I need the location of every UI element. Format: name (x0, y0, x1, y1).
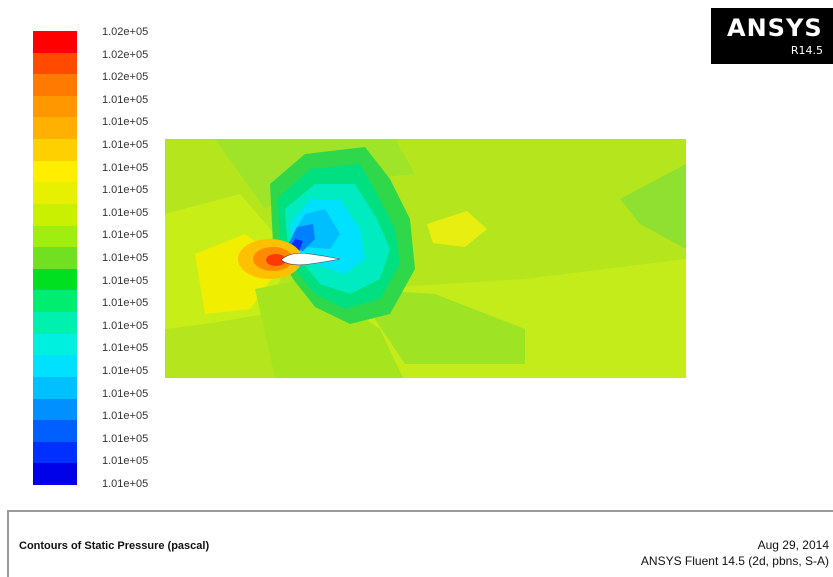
colorbar-swatch (33, 203, 77, 226)
colorbar-tick-label: 1.01e+05 (102, 365, 149, 377)
airfoil (280, 252, 341, 266)
colorbar-swatch (33, 398, 77, 421)
contour-band (427, 211, 487, 247)
colorbar-tick-label: 1.01e+05 (102, 455, 149, 468)
colorbar-tick-label: 1.01e+05 (102, 297, 149, 310)
colorbar-swatch (33, 74, 77, 97)
colorbar-swatch (33, 160, 77, 183)
colorbar-swatch (33, 182, 77, 205)
logo-release: R14.5 (790, 44, 823, 57)
colorbar-tick-label: 1.01e+05 (102, 410, 149, 423)
colorbar-swatch (33, 333, 77, 356)
contour-plot (165, 139, 686, 378)
plot-title: Contours of Static Pressure (pascal) (19, 540, 210, 552)
colorbar-swatch (33, 139, 77, 162)
colorbar-tick-label: 1.01e+05 (102, 387, 149, 400)
colorbar-swatch (33, 268, 77, 291)
colorbar-tick-label: 1.01e+05 (102, 252, 149, 264)
colorbar-swatch (33, 312, 77, 335)
colorbar-tick-label: 1.02e+05 (102, 26, 149, 38)
colorbar-tick-label: 1.01e+05 (102, 319, 149, 332)
solver-version: ANSYS Fluent 14.5 (2d, pbns, S-A) (640, 554, 829, 568)
colorbar-swatch (33, 441, 77, 464)
colorbar-swatch (33, 355, 77, 378)
colorbar-tick-label: 1.01e+05 (102, 206, 149, 219)
colorbar-tick-label: 1.02e+05 (102, 48, 149, 61)
colorbar-tick-label: 1.01e+05 (102, 93, 149, 106)
colorbar (33, 31, 77, 486)
contour-band (355, 289, 525, 364)
colorbar-swatch (33, 247, 77, 270)
contour-band (266, 254, 286, 266)
colorbar-tick-label: 1.01e+05 (102, 184, 149, 197)
colorbar-swatch (33, 420, 77, 443)
colorbar-swatch (33, 117, 77, 140)
colorbar-tick-label: 1.01e+05 (102, 139, 149, 151)
colorbar-swatch (33, 95, 77, 118)
colorbar-tick-label: 1.01e+05 (102, 116, 149, 129)
colorbar-swatch (33, 463, 77, 486)
colorbar-swatch (33, 290, 77, 313)
colorbar-swatch (33, 52, 77, 75)
contour-band (255, 279, 403, 378)
colorbar-tick-label: 1.01e+05 (102, 229, 149, 242)
colorbar-tick-label: 1.02e+05 (102, 71, 149, 84)
contour-band (620, 164, 686, 249)
colorbar-swatch (33, 225, 77, 248)
colorbar-tick-label: 1.01e+05 (102, 478, 149, 490)
logo-brand: ANSYS (727, 14, 823, 42)
colorbar-tick-label: 1.01e+05 (102, 161, 149, 174)
colorbar-tick-label: 1.01e+05 (102, 274, 149, 287)
colorbar-swatch (33, 31, 77, 53)
plot-date: Aug 29, 2014 (757, 538, 829, 552)
colorbar-tick-label: 1.01e+05 (102, 342, 149, 355)
colorbar-tick-label: 1.01e+05 (102, 432, 149, 445)
footer-panel: Contours of Static Pressure (pascal) Aug… (7, 510, 833, 577)
colorbar-swatch (33, 376, 77, 399)
ansys-logo: ANSYS R14.5 (711, 8, 833, 64)
